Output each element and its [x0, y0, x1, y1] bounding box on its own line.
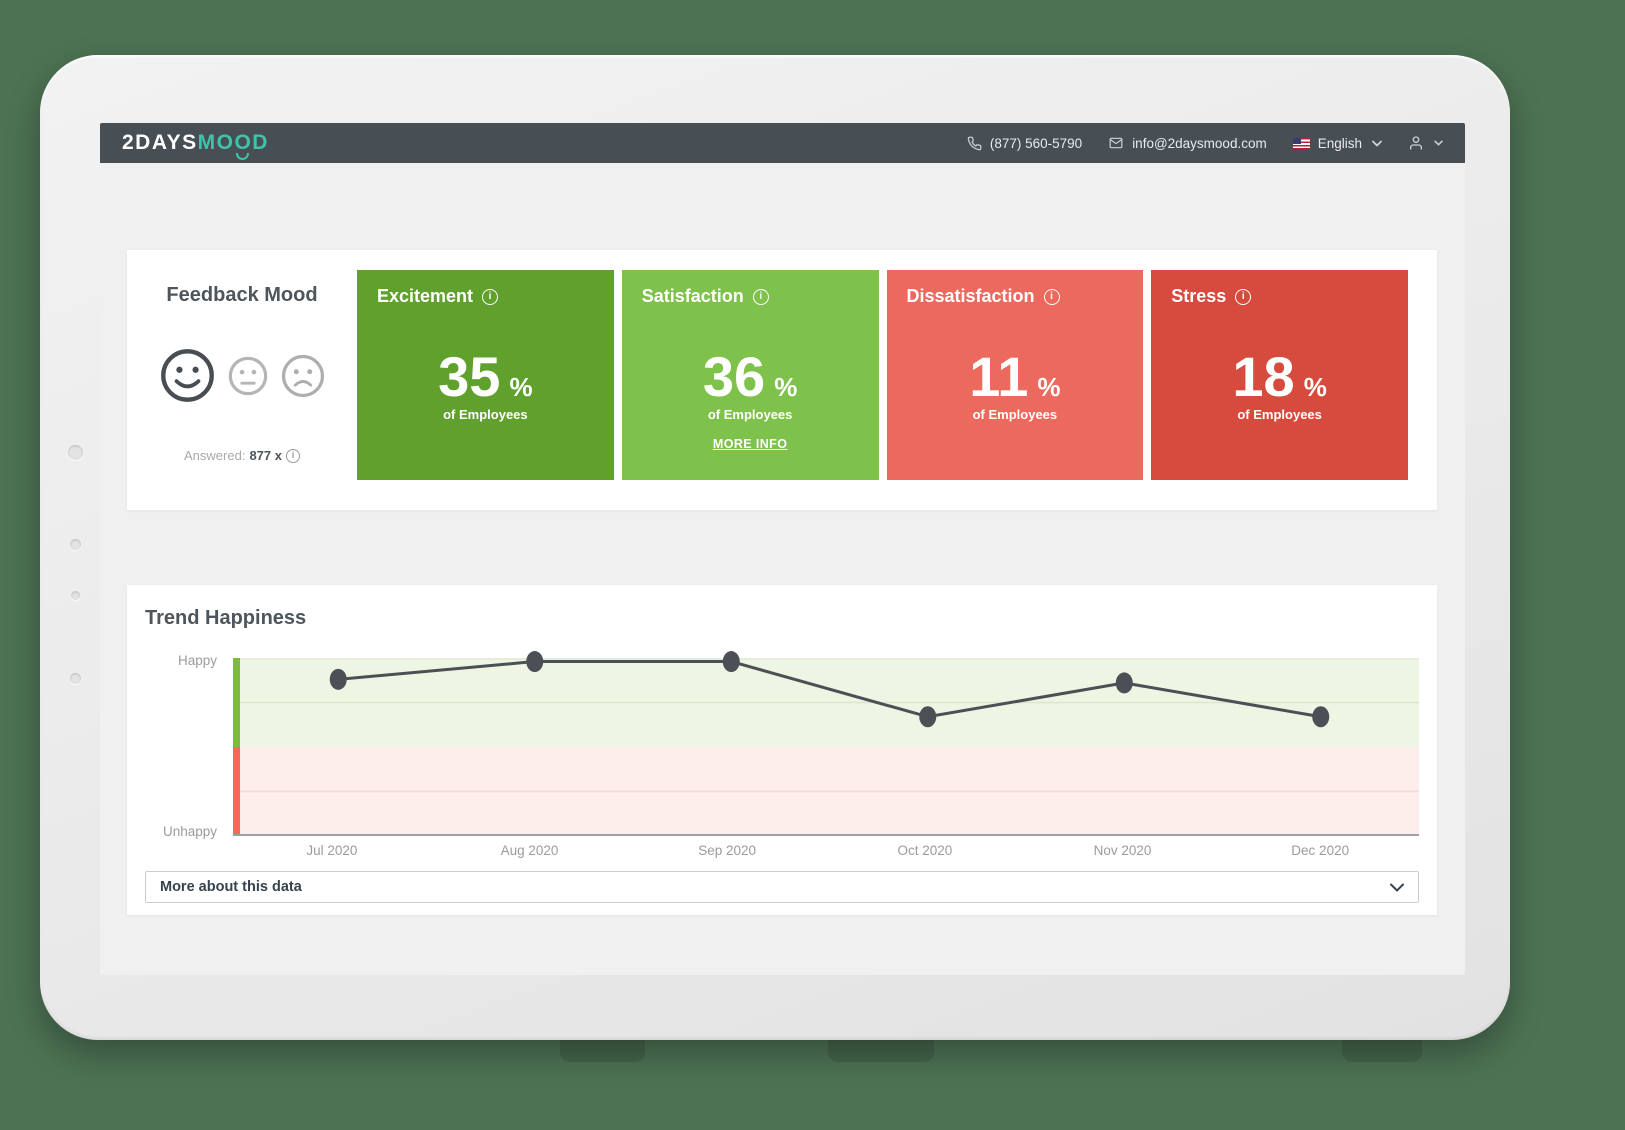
excitement-card: Excitement i 35 % of Employees	[357, 270, 614, 480]
app-logo[interactable]: 2DAYS MO O D	[122, 131, 269, 160]
more-info-link[interactable]: MORE INFO	[712, 437, 788, 451]
data-point	[1312, 706, 1330, 728]
stat-cards: Excitement i 35 % of Employees	[357, 250, 1437, 510]
data-point	[329, 668, 347, 690]
excitement-value: 35 %	[438, 345, 533, 408]
logo-text-d: D	[252, 131, 269, 154]
satisfaction-sub: of Employees	[707, 407, 793, 422]
x-axis-label: Nov 2020	[1093, 843, 1152, 858]
x-axis-label: Dec 2020	[1291, 843, 1350, 858]
data-point	[526, 651, 544, 673]
user-menu[interactable]	[1408, 135, 1443, 151]
stress-label: Stress	[1171, 286, 1227, 306]
sad-face-icon	[281, 354, 324, 397]
satisfaction-card: Satisfaction i 36 % of Employees MORE IN…	[621, 270, 879, 480]
phone-icon	[967, 136, 982, 150]
device-bezel-dot	[70, 673, 81, 684]
y-axis-strip-happy	[233, 658, 240, 747]
phone-number: (877) 560-5790	[989, 135, 1083, 151]
x-axis-label: Oct 2020	[897, 843, 953, 858]
top-navbar: 2DAYS MO O D (877) 560-5790 info@2daysmood.…	[100, 123, 1465, 163]
x-axis-label: Sep 2020	[698, 843, 757, 858]
y-axis-labels: Happy Unhappy	[145, 653, 233, 839]
dashboard-content: Feedback Mood	[100, 163, 1465, 915]
feedback-mood-title: Feedback Mood	[166, 284, 318, 306]
trend-line	[338, 660, 1322, 719]
mood-faces	[159, 347, 326, 404]
feedback-mood-card: Feedback Mood	[127, 250, 1437, 510]
satisfaction-label: Satisfaction	[641, 286, 744, 306]
trend-chart: Happy Unhappy	[145, 651, 1419, 839]
dissatisfaction-label: Dissatisfaction	[906, 286, 1035, 306]
neutral-face-icon	[228, 356, 267, 395]
email-address: info@2daysmood.com	[1132, 135, 1267, 151]
data-point	[919, 706, 937, 728]
info-icon[interactable]: i	[482, 288, 499, 305]
data-point	[1115, 672, 1133, 694]
stress-sub: of Employees	[1237, 407, 1322, 422]
language-label: English	[1317, 135, 1362, 151]
device-frame: 2DAYS MO O D (877) 560-5790 info@2daysmood.…	[40, 55, 1510, 1040]
user-icon	[1410, 136, 1422, 150]
info-icon[interactable]: i	[1043, 288, 1060, 305]
device-bezel-dot	[70, 539, 81, 550]
chevron-down-icon	[1390, 883, 1404, 892]
answered-value: 877 x	[249, 448, 282, 463]
more-about-data-label: More about this data	[160, 879, 302, 895]
x-axis-labels: Jul 2020 Aug 2020 Sep 2020 Oct 2020 Nov …	[233, 843, 1419, 858]
chevron-down-icon	[1434, 140, 1443, 146]
x-axis-label: Aug 2020	[500, 843, 559, 858]
logo-text-o: O	[234, 131, 253, 154]
dissatisfaction-sub: of Employees	[972, 407, 1058, 422]
chevron-down-icon	[1372, 140, 1382, 147]
satisfaction-value: 36 %	[702, 345, 798, 408]
happy-face-icon	[160, 349, 214, 402]
info-icon[interactable]: i	[1235, 288, 1252, 305]
phone-link[interactable]: (877) 560-5790	[967, 136, 1082, 151]
dissatisfaction-value: 11 %	[969, 345, 1061, 408]
y-axis-strip-unhappy	[233, 747, 240, 836]
app-screen: 2DAYS MO O D (877) 560-5790 info@2daysmood.…	[100, 123, 1465, 975]
language-selector[interactable]: English	[1292, 135, 1382, 151]
y-axis-label-happy: Happy	[177, 653, 217, 668]
feedback-mood-summary: Feedback Mood	[127, 250, 357, 510]
stress-card: Stress i 18 % of Employees	[1151, 270, 1408, 480]
x-axis-label: Jul 2020	[306, 843, 358, 858]
answered-label: Answered:	[184, 448, 246, 463]
logo-text-mo: MO	[197, 131, 235, 154]
stress-value: 18 %	[1232, 345, 1327, 408]
excitement-sub: of Employees	[443, 407, 528, 422]
trend-chart-svg	[233, 651, 1419, 836]
info-icon[interactable]: i	[285, 448, 300, 463]
trend-happiness-title: Trend Happiness	[145, 607, 307, 629]
dissatisfaction-card: Dissatisfaction i 11 % of Employees	[886, 270, 1144, 480]
trend-happiness-card: Trend Happiness Happy Unhappy Jul 2020 A…	[127, 585, 1437, 915]
y-axis-label-unhappy: Unhappy	[162, 824, 217, 839]
logo-smile-icon	[236, 153, 250, 160]
answered-count: Answered: 877 x i	[184, 448, 300, 463]
email-link[interactable]: info@2daysmood.com	[1108, 136, 1267, 151]
data-point	[722, 651, 740, 673]
device-bezel-dot	[71, 591, 80, 600]
navbar-right: (877) 560-5790 info@2daysmood.com Englis…	[967, 135, 1443, 151]
device-bezel-dot	[68, 445, 83, 460]
more-about-data-toggle[interactable]: More about this data	[145, 871, 1419, 903]
excitement-label: Excitement	[377, 286, 474, 306]
mail-icon	[1109, 137, 1123, 149]
us-flag-icon	[1292, 137, 1310, 149]
info-icon[interactable]: i	[752, 288, 769, 305]
logo-text-2days: 2DAYS	[122, 131, 198, 154]
